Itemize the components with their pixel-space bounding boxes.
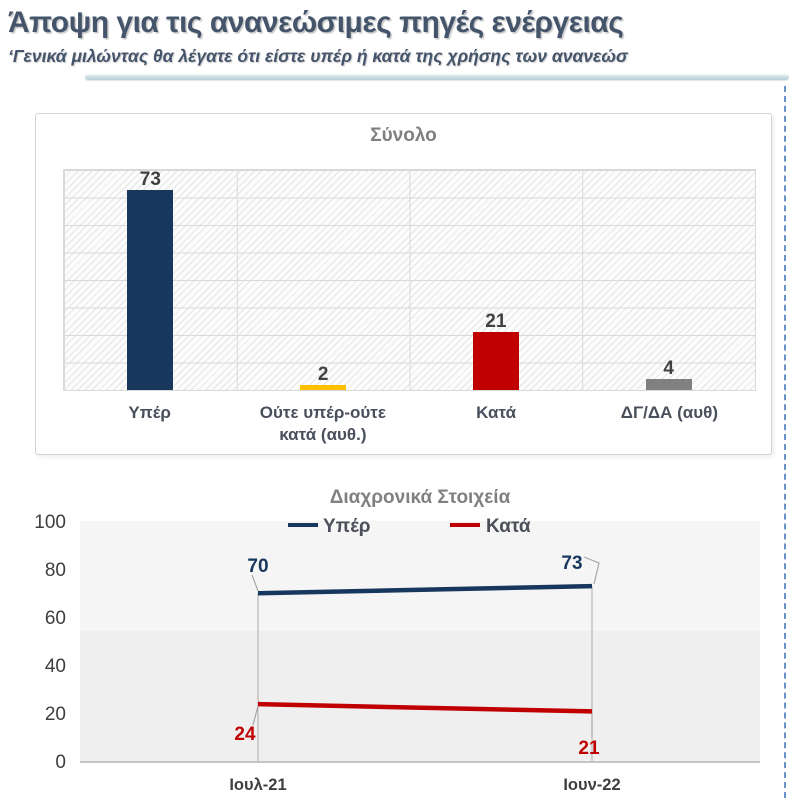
point-label-yper-2: 73: [561, 553, 582, 574]
bar-column-neither: 2: [237, 170, 410, 390]
bar-chart-plot-area: 73 2 21 4: [63, 169, 756, 391]
point-label-yper-1: 70: [247, 556, 268, 577]
ytick-100: 100: [34, 512, 66, 533]
xtick-ioul21: Ιουλ-21: [229, 776, 286, 794]
bar-value-label: 2: [317, 363, 329, 385]
leader-24: [252, 705, 259, 726]
bar-chart-title: Σύνολο: [370, 125, 437, 146]
category-label-neither: Ούτε υπέρ-ούτε κατά (αυθ.): [259, 403, 386, 445]
ytick-20: 20: [45, 704, 66, 725]
selection-dashed-border: [784, 86, 786, 798]
bar-column-dk: 4: [582, 170, 755, 390]
page-subtitle: ‘Γενικά μιλώντας θα λέγατε ότι είστε υπέ…: [8, 46, 628, 66]
line-chart: Διαχρονικά Στοιχεία Υπέρ Κατά 100 80 60 …: [34, 487, 760, 794]
ytick-0: 0: [55, 752, 66, 773]
bar-column-kata: 21: [410, 170, 583, 390]
bar-value-label: 73: [139, 169, 161, 190]
bars-row: 73 2 21 4: [64, 170, 755, 390]
bar-kata: [472, 332, 519, 390]
category-label-dk: ΔΓ/ΔΑ (αυθ): [620, 403, 718, 422]
point-label-kata-1: 24: [234, 724, 256, 745]
point-label-kata-2: 21: [578, 738, 600, 759]
bar-value-label: 21: [485, 311, 507, 333]
bar-neither: [300, 384, 347, 390]
bar-dk: [645, 379, 692, 390]
bar-chart-card: Σύνολο 73 2 21 4: [35, 113, 772, 455]
leader-73: [583, 556, 600, 585]
accent-divider: [85, 74, 789, 80]
line-chart-plot-area: [80, 521, 760, 762]
line-chart-title: Διαχρονικά Στοιχεία: [330, 487, 511, 508]
plot-gradient-highlight: [80, 521, 760, 631]
line-series-yper: [257, 583, 593, 596]
leader-70: [251, 574, 259, 592]
page-title: Άποψη για τις ανανεώσιμες πηγές ενέργεια…: [8, 6, 624, 39]
ytick-60: 60: [45, 608, 66, 629]
xtick-ioun22: Ιουν-22: [563, 776, 620, 794]
legend-label-yper: Υπέρ: [323, 516, 371, 537]
bar-column-yper: 73: [64, 170, 237, 390]
bar-chart-category-axis: Υπέρ Ούτε υπέρ-ούτε κατά (αυθ.) Κατά ΔΓ/…: [63, 402, 756, 446]
bar-value-label: 4: [663, 358, 674, 379]
ytick-80: 80: [45, 560, 66, 581]
bar-yper: [127, 190, 174, 390]
category-label-yper: Υπέρ: [128, 403, 171, 422]
ytick-40: 40: [45, 656, 66, 677]
category-label-kata: Κατά: [476, 403, 517, 422]
legend-label-kata: Κατά: [486, 516, 531, 537]
line-series-kata: [257, 701, 593, 714]
